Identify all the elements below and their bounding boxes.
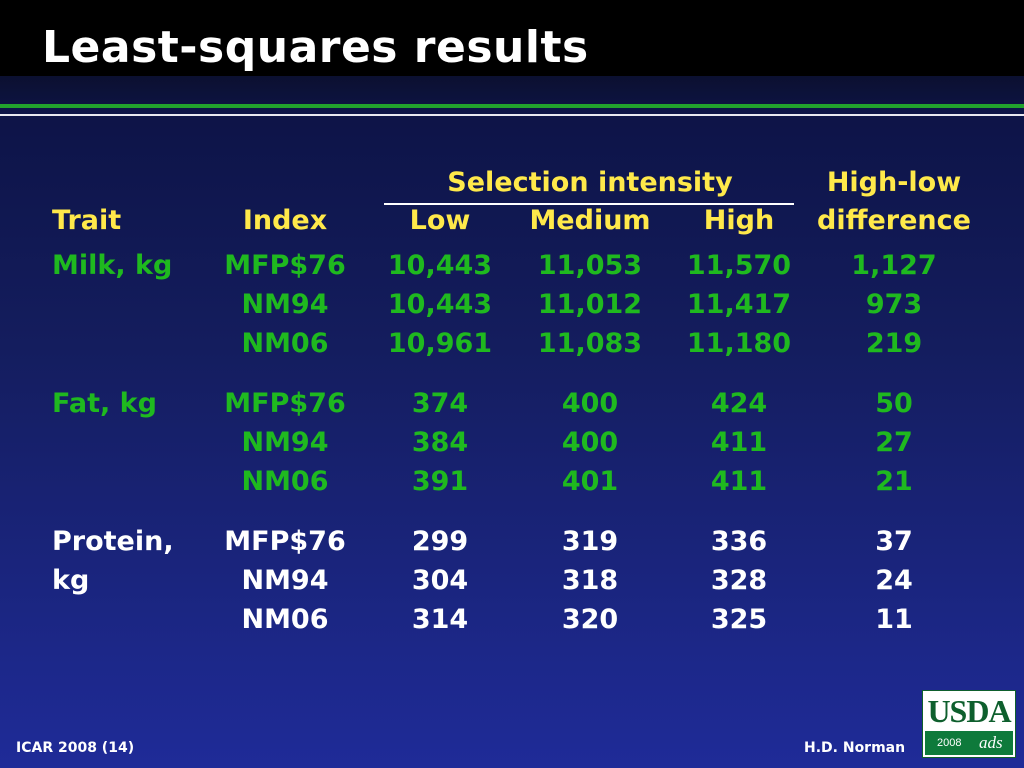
index-cell: NM94 bbox=[241, 427, 329, 458]
difference-value-cell: 27 bbox=[875, 427, 913, 458]
index-cell: MFP$76 bbox=[224, 526, 346, 557]
footer-left: ICAR 2008 (14) bbox=[16, 740, 135, 756]
trait-cell: Protein, bbox=[52, 526, 174, 557]
high-value-cell: 11,417 bbox=[686, 289, 792, 320]
low-value-cell: 391 bbox=[411, 466, 469, 497]
medium-value-cell: 11,053 bbox=[537, 250, 643, 281]
high-value-cell: 336 bbox=[710, 526, 768, 557]
medium-value-cell: 401 bbox=[561, 466, 619, 497]
medium-value-cell: 400 bbox=[561, 427, 619, 458]
usda-logo-band bbox=[925, 731, 1013, 755]
low-value-cell: 10,961 bbox=[387, 328, 493, 359]
usda-logo-text: USDA bbox=[927, 693, 1011, 729]
trait-cell: Milk, kg bbox=[52, 250, 173, 281]
trait-cell: Fat, kg bbox=[52, 388, 157, 419]
index-cell: NM06 bbox=[241, 466, 329, 497]
difference-value-cell: 21 bbox=[875, 466, 913, 497]
index-header: Index bbox=[242, 205, 328, 236]
footer-right: H.D. Norman bbox=[804, 740, 906, 756]
title-bar bbox=[0, 0, 1024, 80]
difference-value-cell: 24 bbox=[875, 565, 913, 596]
low-value-cell: 314 bbox=[411, 604, 469, 635]
difference-value-cell: 973 bbox=[865, 289, 923, 320]
medium-value-cell: 11,083 bbox=[537, 328, 643, 359]
low-header: Low bbox=[409, 205, 471, 236]
medium-value-cell: 319 bbox=[561, 526, 619, 557]
difference-value-cell: 50 bbox=[875, 388, 913, 419]
high-value-cell: 11,180 bbox=[686, 328, 792, 359]
high-value-cell: 11,570 bbox=[686, 250, 792, 281]
medium-value-cell: 320 bbox=[561, 604, 619, 635]
index-cell: NM06 bbox=[241, 328, 329, 359]
usda-logo-year: 2008 bbox=[937, 737, 962, 749]
usda-logo: USDA 2008 ads bbox=[922, 690, 1016, 758]
low-value-cell: 10,443 bbox=[387, 289, 493, 320]
selection-intensity-header: Selection intensity bbox=[447, 167, 733, 198]
low-value-cell: 374 bbox=[411, 388, 469, 419]
trait-cell: kg bbox=[52, 565, 90, 596]
high-value-cell: 411 bbox=[710, 466, 768, 497]
green-rule bbox=[0, 104, 1024, 108]
index-cell: MFP$76 bbox=[224, 388, 346, 419]
low-value-cell: 384 bbox=[411, 427, 469, 458]
index-cell: MFP$76 bbox=[224, 250, 346, 281]
high-low-header-line1: High-low bbox=[826, 167, 962, 198]
low-value-cell: 299 bbox=[411, 526, 469, 557]
high-value-cell: 325 bbox=[710, 604, 768, 635]
medium-value-cell: 11,012 bbox=[537, 289, 643, 320]
white-rule bbox=[0, 114, 1024, 116]
high-header: High bbox=[703, 205, 775, 236]
medium-value-cell: 400 bbox=[561, 388, 619, 419]
medium-value-cell: 318 bbox=[561, 565, 619, 596]
low-value-cell: 304 bbox=[411, 565, 469, 596]
high-value-cell: 424 bbox=[710, 388, 768, 419]
high-low-header-line2: difference bbox=[817, 205, 971, 236]
low-value-cell: 10,443 bbox=[387, 250, 493, 281]
index-cell: NM94 bbox=[241, 289, 329, 320]
difference-value-cell: 37 bbox=[875, 526, 913, 557]
title-bar-band bbox=[0, 76, 1024, 104]
page-title: Least-squares results bbox=[42, 22, 589, 73]
index-cell: NM94 bbox=[241, 565, 329, 596]
difference-value-cell: 219 bbox=[865, 328, 923, 359]
high-value-cell: 328 bbox=[710, 565, 768, 596]
usda-logo-mark: ads bbox=[979, 733, 1003, 752]
difference-value-cell: 11 bbox=[875, 604, 913, 635]
trait-header: Trait bbox=[52, 205, 122, 236]
index-cell: NM06 bbox=[241, 604, 329, 635]
medium-header: Medium bbox=[529, 205, 651, 236]
selection-intensity-underline bbox=[384, 203, 794, 205]
difference-value-cell: 1,127 bbox=[851, 250, 937, 281]
high-value-cell: 411 bbox=[710, 427, 768, 458]
